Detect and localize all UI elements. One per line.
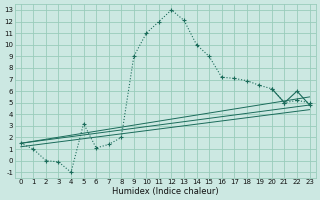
X-axis label: Humidex (Indice chaleur): Humidex (Indice chaleur) <box>112 187 219 196</box>
